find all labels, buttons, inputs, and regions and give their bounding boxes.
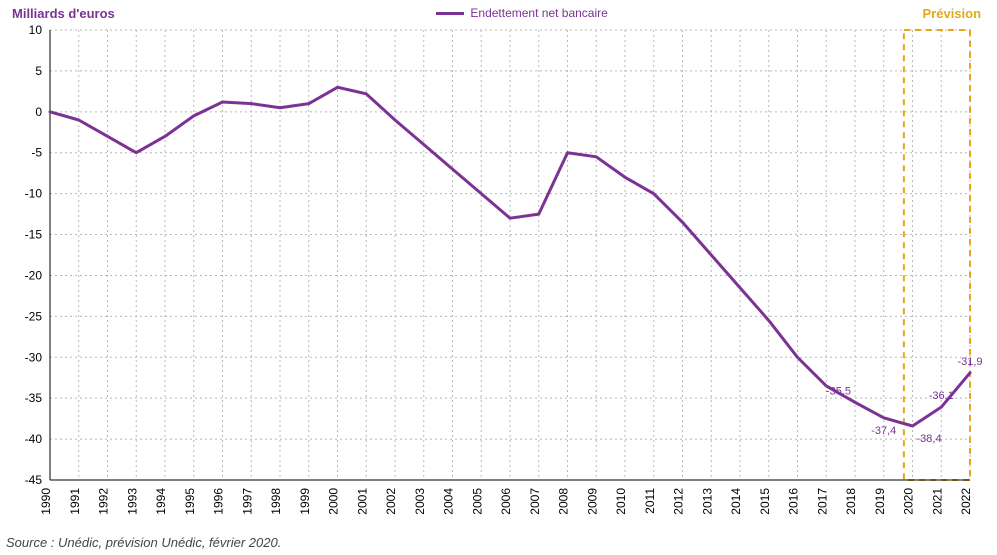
x-tick-label: 2003 — [413, 488, 427, 515]
x-tick-label: 2006 — [499, 488, 513, 515]
forecast-box — [904, 30, 970, 480]
y-tick-label: 10 — [29, 23, 43, 37]
data-point-label: -35,5 — [826, 385, 851, 397]
x-tick-label: 2000 — [327, 488, 341, 515]
x-tick-label: 2020 — [902, 488, 916, 515]
y-tick-label: -45 — [25, 473, 43, 487]
x-tick-label: 2016 — [787, 488, 801, 515]
x-tick-label: 2015 — [758, 488, 772, 515]
x-tick-label: 1995 — [183, 488, 197, 515]
x-tick-label: 2001 — [355, 488, 369, 515]
y-tick-label: -25 — [25, 309, 43, 323]
x-tick-label: 1998 — [269, 488, 283, 515]
x-tick-label: 1994 — [154, 488, 168, 515]
data-point-label: -37,4 — [871, 425, 896, 437]
x-tick-label: 2007 — [528, 488, 542, 515]
x-tick-label: 2018 — [844, 488, 858, 515]
y-tick-label: 5 — [35, 64, 42, 78]
data-point-label: -38,4 — [917, 433, 942, 445]
x-tick-label: 1999 — [298, 488, 312, 515]
y-tick-label: 0 — [35, 105, 42, 119]
x-tick-label: 2005 — [470, 488, 484, 515]
x-tick-label: 2014 — [729, 488, 743, 515]
x-tick-label: 2017 — [815, 488, 829, 515]
x-tick-label: 1990 — [39, 488, 53, 515]
x-tick-label: 1991 — [68, 488, 82, 515]
y-tick-label: -30 — [25, 350, 43, 364]
data-point-label: -36,1 — [929, 390, 954, 402]
chart-svg: 10 5 0 -5 -10 -15 -20 -25 -30 -35 -40 -451990 1991 19… — [0, 0, 997, 555]
x-tick-label: 2002 — [384, 488, 398, 515]
x-tick-label: 2022 — [959, 488, 973, 515]
y-tick-label: -35 — [25, 391, 43, 405]
data-point-label: -31,9 — [957, 356, 982, 368]
x-tick-label: 2019 — [873, 488, 887, 515]
x-tick-label: 1997 — [240, 488, 254, 515]
x-tick-label: 2021 — [930, 488, 944, 515]
x-tick-label: 2004 — [442, 488, 456, 515]
y-tick-label: -15 — [25, 228, 43, 242]
x-tick-label: 1992 — [97, 488, 111, 515]
y-tick-label: -40 — [25, 432, 43, 446]
source-text: Source : Unédic, prévision Unédic, févri… — [6, 535, 281, 550]
x-tick-label: 1993 — [125, 488, 139, 515]
chart-container: Milliards d'euros Prévision Endettement … — [0, 0, 997, 555]
x-tick-label: 2008 — [557, 488, 571, 515]
y-tick-label: -20 — [25, 268, 43, 282]
y-tick-label: -5 — [31, 146, 42, 160]
x-tick-label: 2012 — [672, 488, 686, 515]
x-tick-label: 2009 — [585, 488, 599, 515]
x-tick-label: 2013 — [700, 488, 714, 515]
x-tick-label: 2011 — [643, 488, 657, 514]
x-tick-label: 2010 — [614, 488, 628, 515]
y-tick-label: -10 — [25, 187, 43, 201]
x-tick-label: 1996 — [212, 488, 226, 515]
